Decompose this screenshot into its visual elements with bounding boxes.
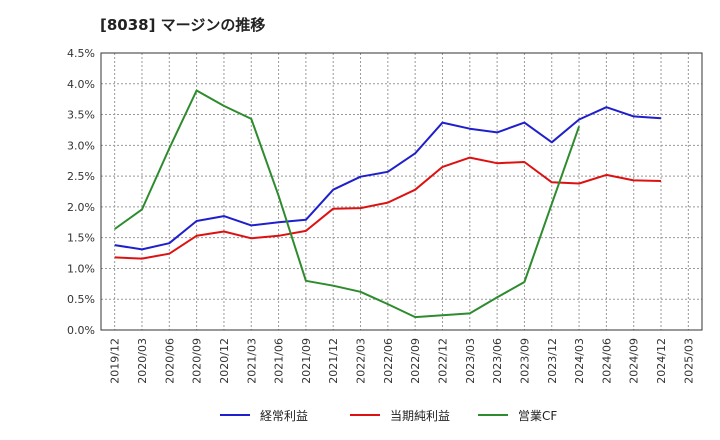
x-tick-label: 2022/12 xyxy=(436,338,449,384)
y-tick-label: 2.5% xyxy=(67,170,95,183)
x-tick-label: 2021/06 xyxy=(273,338,286,384)
x-tick-label: 2024/03 xyxy=(573,338,586,384)
x-tick-label: 2023/09 xyxy=(518,338,531,384)
series-line xyxy=(114,106,662,251)
y-tick-label: 4.5% xyxy=(67,47,95,60)
x-tick-label: 2020/12 xyxy=(218,338,231,384)
y-tick-label: 4.0% xyxy=(67,78,95,91)
y-tick-label: 1.0% xyxy=(67,262,95,275)
legend-label: 営業CF xyxy=(518,409,557,423)
chart-title: [8038] マージンの推移 xyxy=(100,16,266,34)
plot-area xyxy=(101,53,702,330)
x-tick-label: 2024/06 xyxy=(600,338,613,384)
x-tick-label: 2021/03 xyxy=(245,338,258,384)
x-tick-label: 2025/03 xyxy=(682,338,695,384)
x-tick-label: 2020/06 xyxy=(163,338,176,384)
y-tick-label: 0.0% xyxy=(67,324,95,337)
y-tick-label: 0.5% xyxy=(67,293,95,306)
y-tick-label: 3.5% xyxy=(67,109,95,122)
y-tick-label: 3.0% xyxy=(67,139,95,152)
x-tick-label: 2024/09 xyxy=(628,338,641,384)
x-tick-label: 2024/12 xyxy=(655,338,668,384)
x-tick-label: 2020/09 xyxy=(191,338,204,384)
legend-label: 当期純利益 xyxy=(390,409,450,423)
x-tick-label: 2023/12 xyxy=(546,338,559,384)
legend-label: 経常利益 xyxy=(260,409,308,423)
x-tick-label: 2023/03 xyxy=(464,338,477,384)
x-tick-label: 2022/09 xyxy=(409,338,422,384)
x-tick-label: 2023/06 xyxy=(491,338,504,384)
x-tick-label: 2019/12 xyxy=(109,338,122,384)
x-tick-label: 2020/03 xyxy=(136,338,149,384)
x-tick-label: 2022/03 xyxy=(355,338,368,384)
plot-frame xyxy=(100,52,703,331)
x-tick-label: 2021/12 xyxy=(327,338,340,384)
x-tick-label: 2021/09 xyxy=(300,338,313,384)
y-tick-label: 1.5% xyxy=(67,232,95,245)
y-tick-label: 2.0% xyxy=(67,201,95,214)
series-line xyxy=(114,89,581,319)
series-line xyxy=(114,156,662,260)
x-tick-label: 2022/06 xyxy=(382,338,395,384)
